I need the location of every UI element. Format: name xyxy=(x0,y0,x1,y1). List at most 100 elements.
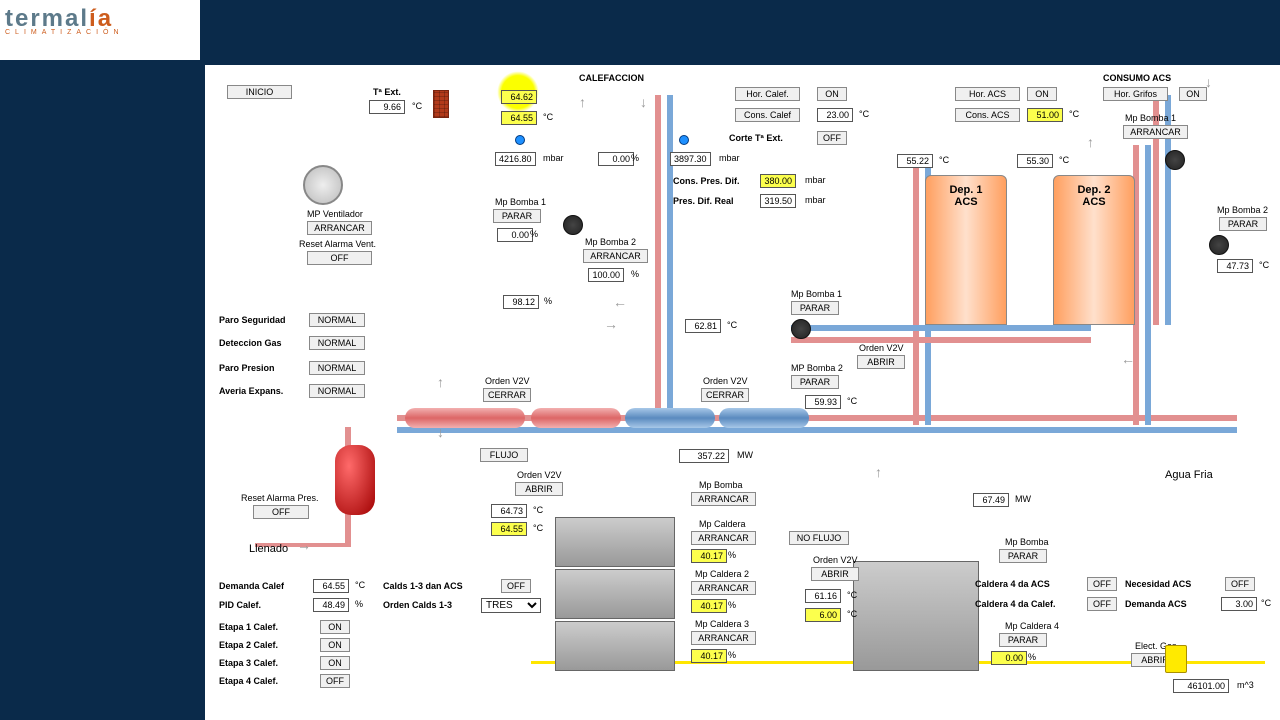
etapa2[interactable]: ON xyxy=(320,638,350,652)
orden-calds-select[interactable]: TRES xyxy=(481,598,541,613)
hor-acs-button[interactable]: Hor. ACS xyxy=(955,87,1020,101)
hor-grifos-on[interactable]: ON xyxy=(1179,87,1207,101)
averia-expans[interactable]: NORMAL xyxy=(309,384,365,398)
mp-caldera4-label: Mp Caldera 4 xyxy=(1005,621,1059,631)
orden-v2v-2-cerrar[interactable]: CERRAR xyxy=(701,388,749,402)
acs-bomba2-btn[interactable]: PARAR xyxy=(1219,217,1267,231)
fan-icon xyxy=(303,165,343,205)
llenado-label: Llenado xyxy=(249,543,288,555)
boiler-4 xyxy=(853,561,979,671)
wall-icon xyxy=(433,90,449,118)
bomba1-button[interactable]: PARAR xyxy=(493,209,541,223)
pres-dif-real-value: 319.50 xyxy=(760,194,796,208)
paro-presion[interactable]: NORMAL xyxy=(309,361,365,375)
reset-alarma-pres-label: Reset Alarma Pres. xyxy=(241,493,319,503)
no-flujo-btn[interactable]: NO FLUJO xyxy=(789,531,849,545)
mp-caldera2-btn[interactable]: ARRANCAR xyxy=(691,581,756,595)
mid-bomba2-btn[interactable]: PARAR xyxy=(791,375,839,389)
mp-caldera3-btn[interactable]: ARRANCAR xyxy=(691,631,756,645)
etapa3[interactable]: ON xyxy=(320,656,350,670)
hor-acs-on[interactable]: ON xyxy=(1027,87,1057,101)
etapa1[interactable]: ON xyxy=(320,620,350,634)
orden-v2v-top: Orden V2V xyxy=(859,343,904,353)
mp-caldera4-btn[interactable]: PARAR xyxy=(999,633,1047,647)
t-ext-label: Tª Ext. xyxy=(373,87,401,97)
cal-t2: 64.55 xyxy=(501,111,537,125)
dep1-tank: Dep. 1ACS xyxy=(925,175,1007,325)
orden-v2v-4-abrir[interactable]: ABRIR xyxy=(811,567,859,581)
t-62-81: 62.81 xyxy=(685,319,721,333)
corte-t-ext-label: Corte Tª Ext. xyxy=(729,133,783,143)
calefaccion-header: CALEFACCION xyxy=(579,73,644,83)
mp-caldera2-label: Mp Caldera 2 xyxy=(695,569,749,579)
hor-grifos-button[interactable]: Hor. Grifos xyxy=(1103,87,1168,101)
mp-caldera-pct: 40.17 xyxy=(691,549,727,563)
sensor-icon xyxy=(679,135,689,145)
inicio-button[interactable]: INICIO xyxy=(227,85,292,99)
demanda-acs-label: Demanda ACS xyxy=(1125,599,1187,609)
deteccion-gas[interactable]: NORMAL xyxy=(309,336,365,350)
c4cal-btn[interactable]: OFF xyxy=(1087,597,1117,611)
etapa4[interactable]: OFF xyxy=(320,674,350,688)
caldera4-acs-label: Caldera 4 da ACS xyxy=(975,579,1050,589)
mp-caldera-label: Mp Caldera xyxy=(699,519,746,529)
hor-calef-on[interactable]: ON xyxy=(817,87,847,101)
pid-calef: 48.49 xyxy=(313,598,349,612)
acs-bomba1-btn[interactable]: ARRANCAR xyxy=(1123,125,1188,139)
orden-v2v-1-cerrar[interactable]: CERRAR xyxy=(483,388,531,402)
gas-value: 46101.00 xyxy=(1173,679,1229,693)
cons-calef-value: 23.00 xyxy=(817,108,853,122)
reset-alarma-pres-btn[interactable]: OFF xyxy=(253,505,309,519)
cons-acs-button[interactable]: Cons. ACS xyxy=(955,108,1020,122)
mp-caldera3-pct: 40.17 xyxy=(691,649,727,663)
orden-v2v-3-abrir[interactable]: ABRIR xyxy=(515,482,563,496)
mw-value: 357.22 xyxy=(679,449,729,463)
boiler-3 xyxy=(555,621,675,671)
bomba1-label: Mp Bomba 1 xyxy=(495,197,546,207)
cons-calef-button[interactable]: Cons. Calef xyxy=(735,108,800,122)
pid-calef-label: PID Calef. xyxy=(219,600,261,610)
reset-vent-label: Reset Alarma Vent. xyxy=(299,239,376,249)
necesidad-acs[interactable]: OFF xyxy=(1225,577,1255,591)
paro-seguridad[interactable]: NORMAL xyxy=(309,313,365,327)
acs-t2: 55.30 xyxy=(1017,154,1053,168)
cal-t1: 64.62 xyxy=(501,90,537,104)
mp-bomba-btn[interactable]: ARRANCAR xyxy=(691,492,756,506)
flujo-btn[interactable]: FLUJO xyxy=(480,448,528,462)
t-64-55: 64.55 xyxy=(491,522,527,536)
logo: termalía CLIMATIZACIÓN xyxy=(0,0,200,60)
agua-fria-label: Agua Fria xyxy=(1165,469,1213,481)
ventilador-label: MP Ventilador xyxy=(307,209,363,219)
r1: 0.00 xyxy=(598,152,634,166)
orden-v2v-abrir-top[interactable]: ABRIR xyxy=(857,355,905,369)
cons-pres-dif-value: 380.00 xyxy=(760,174,796,188)
bomba2-button[interactable]: ARRANCAR xyxy=(583,249,648,263)
dep2-tank: Dep. 2ACS xyxy=(1053,175,1135,325)
calds13-label: Calds 1-3 dan ACS xyxy=(383,581,463,591)
caldera4-calef-label: Caldera 4 da Calef. xyxy=(975,599,1056,609)
gas-unit: m^3 xyxy=(1237,680,1254,690)
mid-bomba1-label: Mp Bomba 1 xyxy=(791,289,842,299)
p1-unit: mbar xyxy=(543,153,564,163)
r2: 0.00 xyxy=(497,228,533,242)
reset-vent-off[interactable]: OFF xyxy=(307,251,372,265)
c4acs-btn[interactable]: OFF xyxy=(1087,577,1117,591)
calds13-off[interactable]: OFF xyxy=(501,579,531,593)
mp-bomba-r-btn[interactable]: PARAR xyxy=(999,549,1047,563)
cons-acs-value: 51.00 xyxy=(1027,108,1063,122)
necesidad-acs-label: Necesidad ACS xyxy=(1125,579,1191,589)
etapa3-label: Etapa 3 Calef. xyxy=(219,658,278,668)
mp-caldera-btn[interactable]: ARRANCAR xyxy=(691,531,756,545)
mid-bomba1-btn[interactable]: PARAR xyxy=(791,301,839,315)
ventilador-arrancar[interactable]: ARRANCAR xyxy=(307,221,372,235)
gas-meter-icon xyxy=(1165,645,1187,673)
hor-calef-button[interactable]: Hor. Calef. xyxy=(735,87,800,101)
t-ext-unit: °C xyxy=(412,101,422,111)
corte-t-ext-btn[interactable]: OFF xyxy=(817,131,847,145)
deteccion-gas-label: Deteccion Gas xyxy=(219,338,282,348)
boiler-1 xyxy=(555,517,675,567)
acs-bomba1-label: Mp Bomba 1 xyxy=(1125,113,1176,123)
pump-icon xyxy=(563,215,583,235)
paro-presion-label: Paro Presion xyxy=(219,363,275,373)
demanda-calef-label: Demanda Calef xyxy=(219,581,284,591)
